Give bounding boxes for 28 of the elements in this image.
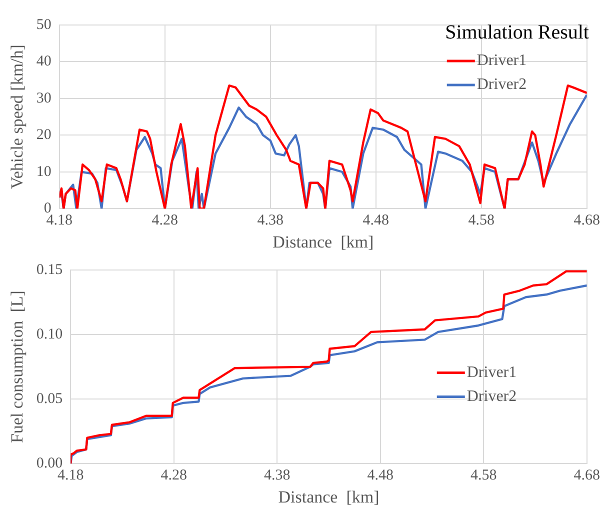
x-tick-label: 4.68 <box>574 212 600 229</box>
y-tick-label: 40 <box>36 54 52 70</box>
legend-label: Driver1 <box>466 364 517 382</box>
y-tick-label: 0.05 <box>36 391 63 408</box>
y-axis-title: Fuel consumption [L] <box>8 290 27 444</box>
x-axis-title: Distance [km] <box>278 487 380 506</box>
x-tick-label: 4.58 <box>468 212 495 229</box>
legend-label: Driver2 <box>476 76 527 94</box>
y-tick-label: 30 <box>36 90 52 106</box>
y-tick-label: 50 <box>36 16 52 33</box>
x-axis-title: Distance [km] <box>272 232 374 252</box>
y-tick-label: 0.10 <box>36 326 63 342</box>
x-tick-label: 4.38 <box>257 212 284 229</box>
x-tick-label: 4.48 <box>367 468 394 484</box>
chart-title: Simulation Result <box>445 21 590 44</box>
y-tick-label: 10 <box>36 164 52 180</box>
x-tick-label: 4.58 <box>470 468 497 484</box>
x-tick-label: 4.18 <box>58 468 84 484</box>
y-tick-label: 0.15 <box>36 262 63 278</box>
x-tick-label: 4.28 <box>160 468 188 484</box>
x-tick-label: 4.48 <box>362 212 390 229</box>
legend-label: Driver2 <box>466 388 517 406</box>
legend-label: Driver1 <box>476 52 527 70</box>
y-axis-title: Vehicle speed [km/h] <box>8 44 27 190</box>
y-tick-label: 20 <box>36 127 52 144</box>
x-tick-label: 4.28 <box>152 212 178 229</box>
x-tick-label: 4.38 <box>264 468 290 484</box>
x-tick-label: 4.68 <box>574 468 600 484</box>
